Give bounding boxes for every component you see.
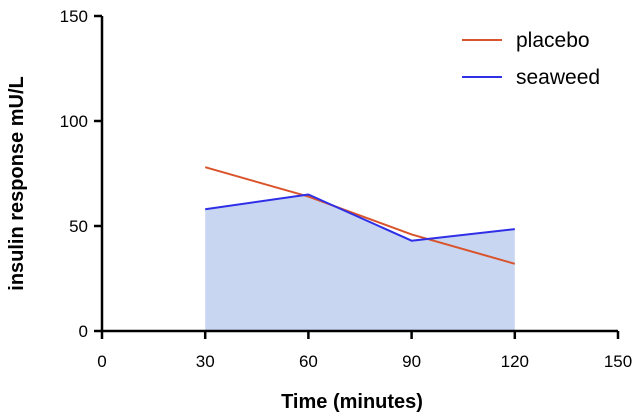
y-axis-ticks: 0 50 100 150 (60, 7, 102, 341)
y-tick-label: 150 (60, 7, 88, 26)
y-tick-label: 0 (79, 322, 88, 341)
x-tick-label: 30 (196, 352, 215, 371)
y-axis-title: insulin response mU/L (6, 76, 28, 290)
x-tick-label: 150 (604, 352, 632, 371)
x-tick-label: 60 (299, 352, 318, 371)
series-line-seaweed (205, 193, 515, 242)
legend: placebo seaweed (462, 29, 600, 89)
x-axis-ticks: 0 30 60 90 120 150 (97, 331, 632, 371)
y-tick-label: 100 (60, 112, 88, 131)
legend-label-placebo: placebo (516, 29, 590, 52)
series-line-placebo (204, 166, 516, 265)
x-axis-title: Time (minutes) (281, 391, 423, 413)
y-tick-label: 50 (69, 217, 88, 236)
series-fills (205, 194, 515, 331)
x-tick-label: 0 (97, 352, 106, 371)
series-area-seaweed (205, 194, 515, 331)
plot-area (204, 166, 516, 331)
x-tick-label: 90 (402, 352, 421, 371)
x-tick-label: 120 (501, 352, 529, 371)
series-lines (204, 166, 516, 265)
legend-label-seaweed: seaweed (516, 66, 600, 89)
